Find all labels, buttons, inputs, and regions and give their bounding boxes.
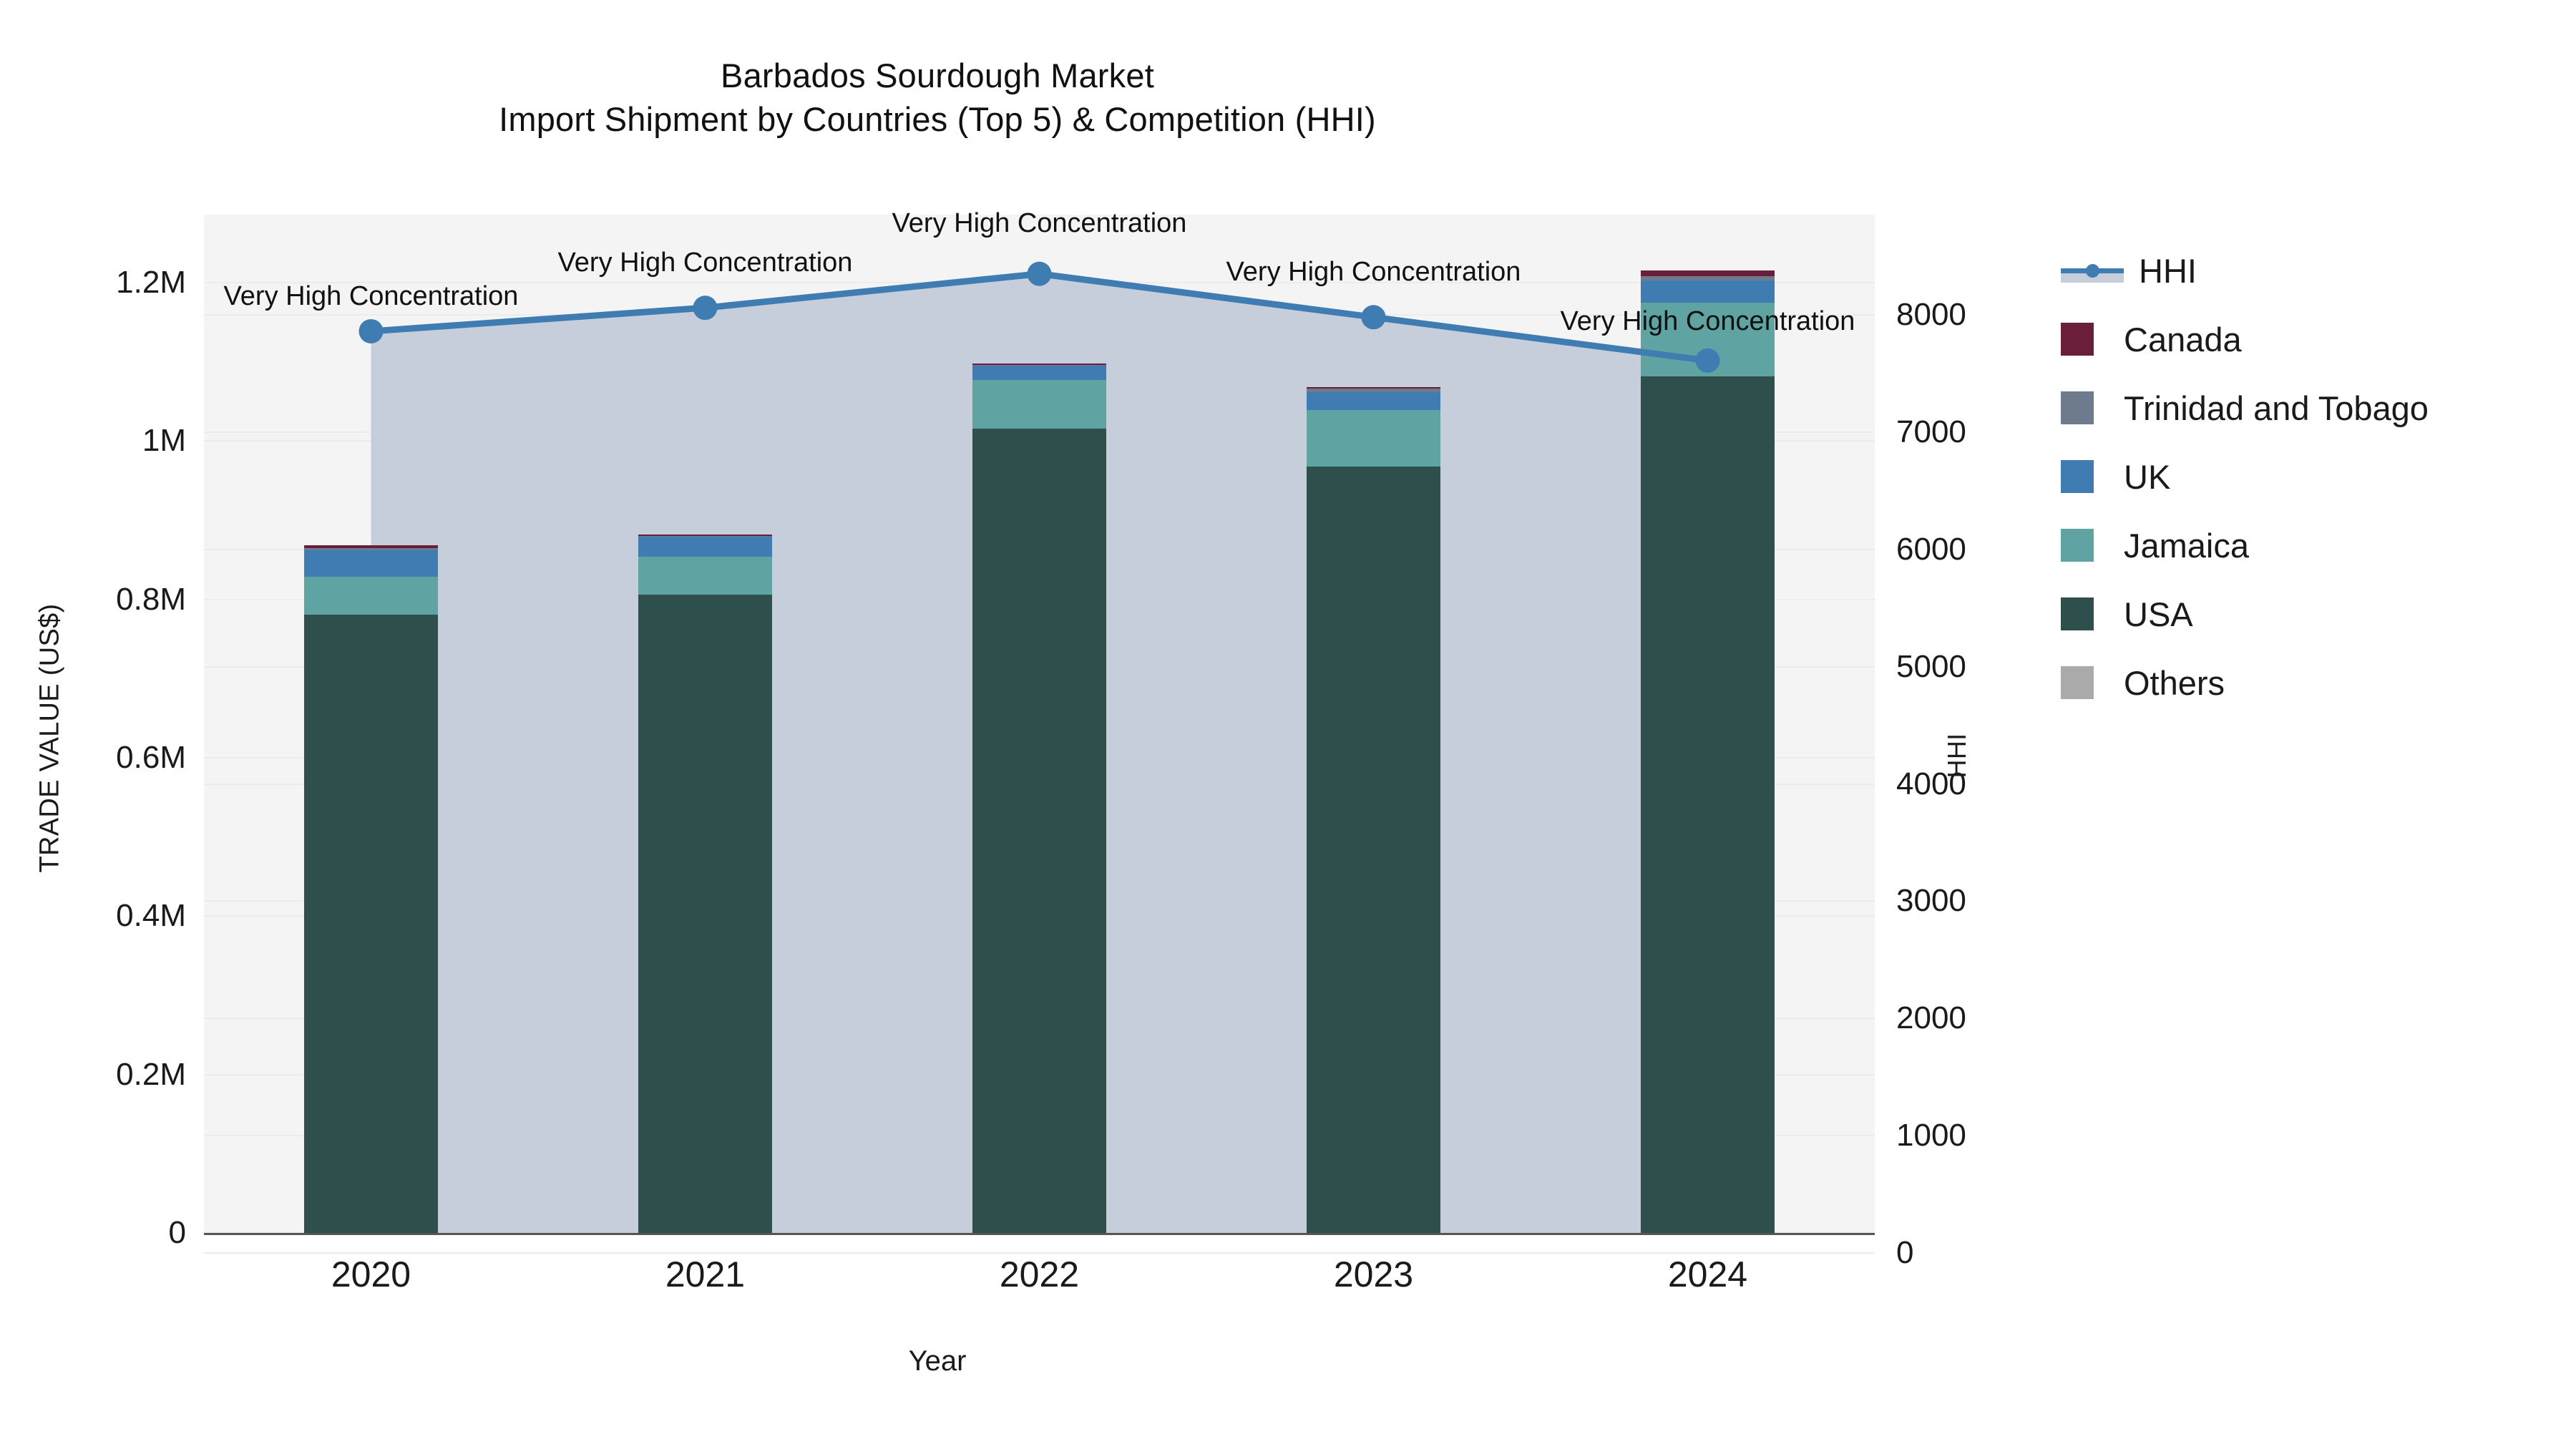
hhi-marker-2024[interactable]	[1695, 348, 1720, 373]
y-tick-right-5000: 5000	[1896, 648, 1966, 684]
bar-segment-2020-usa[interactable]	[304, 614, 438, 1233]
bar-segment-2021-canada[interactable]	[638, 534, 772, 537]
y-axis-right-label: HHI	[1942, 733, 1971, 779]
bar-segment-2023-jamaica[interactable]	[1307, 410, 1440, 467]
hhi-marker-2021[interactable]	[693, 296, 718, 321]
y-tick-right-0: 0	[1896, 1235, 1914, 1270]
legend-color-swatch	[2061, 460, 2094, 493]
y-tick-left-0.8M: 0.8M	[116, 581, 186, 617]
legend-item-others[interactable]: Others	[2061, 648, 2562, 717]
bar-segment-2022-trinidad-and-tobago[interactable]	[972, 365, 1106, 366]
legend-item-uk[interactable]: UK	[2061, 442, 2562, 511]
bar-segment-2024-usa[interactable]	[1641, 376, 1775, 1233]
legend-color-swatch	[2061, 323, 2094, 356]
legend-label: Jamaica	[2124, 526, 2250, 565]
bar-segment-2022-jamaica[interactable]	[972, 380, 1106, 429]
chart-title-block: Barbados Sourdough Market Import Shipmen…	[0, 54, 1875, 141]
legend-color-swatch	[2061, 391, 2094, 424]
y-tick-left-1M: 1M	[142, 423, 186, 459]
hhi-annotation-2020: Very High Concentration	[223, 280, 519, 311]
legend-color-swatch	[2061, 666, 2094, 699]
bar-segment-2023-uk[interactable]	[1307, 391, 1440, 411]
hhi-annotation-2022: Very High Concentration	[892, 208, 1187, 238]
chart-subtitle: Import Shipment by Countries (Top 5) & C…	[499, 100, 1376, 139]
x-tick-2022: 2022	[999, 1254, 1080, 1294]
x-tick-2024: 2024	[1667, 1254, 1748, 1294]
y-tick-right-7000: 7000	[1896, 414, 1966, 449]
hhi-annotation-2023: Very High Concentration	[1226, 257, 1521, 288]
legend-line-marker-icon	[2061, 254, 2124, 287]
legend-item-jamaica[interactable]: Jamaica	[2061, 511, 2562, 580]
hhi-marker-2023[interactable]	[1361, 305, 1386, 330]
gridline-right-0	[204, 1252, 1875, 1254]
x-tick-2023: 2023	[1333, 1254, 1414, 1294]
y-tick-left-1.2M: 1.2M	[116, 265, 186, 300]
bar-segment-2021-trinidad-and-tobago[interactable]	[638, 536, 772, 537]
chart-legend: HHI Canada Trinidad and Tobago UK Jamaica USA…	[2061, 236, 2562, 717]
bar-segment-2022-canada[interactable]	[972, 363, 1106, 366]
legend-label: HHI	[2139, 251, 2197, 290]
x-tick-2021: 2021	[665, 1254, 746, 1294]
bar-segment-2021-uk[interactable]	[638, 537, 772, 557]
bar-segment-2020-trinidad-and-tobago[interactable]	[304, 547, 438, 551]
bar-segment-2024-uk[interactable]	[1641, 280, 1775, 303]
y-tick-left-0.6M: 0.6M	[116, 740, 186, 775]
y-tick-left-0: 0	[168, 1215, 186, 1250]
legend-item-hhi[interactable]: HHI	[2061, 236, 2562, 305]
chart-title: Barbados Sourdough Market	[721, 57, 1154, 94]
bar-segment-2020-uk[interactable]	[304, 550, 438, 577]
legend-label: Trinidad and Tobago	[2124, 389, 2429, 427]
bar-segment-2020-canada[interactable]	[304, 545, 438, 548]
y-tick-left-0.2M: 0.2M	[116, 1056, 186, 1092]
legend-label: Others	[2124, 663, 2225, 702]
hhi-marker-2022[interactable]	[1027, 261, 1052, 286]
y-tick-right-4000: 4000	[1896, 766, 1966, 801]
y-tick-left-0.4M: 0.4M	[116, 898, 186, 934]
x-tick-2020: 2020	[331, 1254, 411, 1294]
legend-area-swatch	[2061, 273, 2124, 283]
hhi-annotation-2024: Very High Concentration	[1560, 306, 1855, 336]
legend-item-usa[interactable]: USA	[2061, 580, 2562, 648]
legend-color-swatch	[2061, 597, 2094, 630]
y-tick-right-3000: 3000	[1896, 883, 1966, 919]
hhi-annotation-2021: Very High Concentration	[557, 248, 853, 278]
legend-label: Canada	[2124, 320, 2242, 358]
legend-dot-icon	[2086, 264, 2099, 278]
legend-item-canada[interactable]: Canada	[2061, 305, 2562, 374]
bar-segment-2021-usa[interactable]	[638, 595, 772, 1233]
legend-item-trinidad-and-tobago[interactable]: Trinidad and Tobago	[2061, 374, 2562, 442]
legend-color-swatch	[2061, 529, 2094, 562]
bar-segment-2024-canada[interactable]	[1641, 270, 1775, 277]
bar-segment-2024-trinidad-and-tobago[interactable]	[1641, 276, 1775, 280]
legend-label: USA	[2124, 595, 2193, 633]
legend-label: UK	[2124, 457, 2171, 496]
bar-segment-2023-usa[interactable]	[1307, 466, 1440, 1233]
bar-segment-2020-jamaica[interactable]	[304, 576, 438, 615]
y-tick-right-2000: 2000	[1896, 1000, 1966, 1036]
y-tick-right-8000: 8000	[1896, 297, 1966, 332]
bar-segment-2023-canada[interactable]	[1307, 387, 1440, 389]
y-tick-right-6000: 6000	[1896, 531, 1966, 567]
bar-segment-2022-uk[interactable]	[972, 366, 1106, 381]
y-tick-right-1000: 1000	[1896, 1118, 1966, 1153]
y-axis-left-label: TRADE VALUE (US$)	[34, 603, 65, 873]
bar-segment-2023-trinidad-and-tobago[interactable]	[1307, 389, 1440, 392]
bar-segment-2022-usa[interactable]	[972, 428, 1106, 1233]
x-axis-line	[204, 1233, 1875, 1235]
bar-segment-2021-jamaica[interactable]	[638, 556, 772, 595]
x-axis-label: Year	[908, 1345, 967, 1377]
hhi-marker-2020[interactable]	[358, 318, 384, 343]
